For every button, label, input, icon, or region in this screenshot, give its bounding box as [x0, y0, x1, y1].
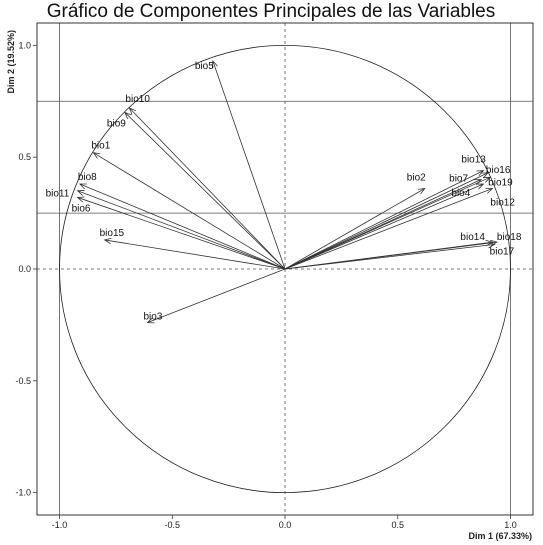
label-bio10: bio10 — [125, 94, 150, 105]
y-tick-label: -1.0 — [15, 488, 31, 498]
label-bio17: bio17 — [490, 246, 515, 257]
arrow-bio16 — [284, 172, 489, 270]
label-bio5: bio5 — [195, 61, 214, 72]
x-tick-label: 0.5 — [391, 520, 404, 530]
arrowhead-bio2 — [417, 187, 426, 195]
label-bio15: bio15 — [100, 228, 125, 239]
label-bio2: bio2 — [407, 172, 426, 183]
x-axis-label: Dim 1 (67.33%) — [468, 531, 532, 541]
label-bio18: bio18 — [497, 232, 522, 243]
arrowhead-bio16 — [480, 172, 489, 179]
x-tick-label: 0.0 — [279, 520, 292, 530]
arrow-bio19 — [284, 176, 491, 270]
arrow-bio5 — [212, 60, 286, 270]
arrow-bio17 — [284, 244, 495, 270]
y-axis-label: Dim 2 (19.52%) — [6, 30, 16, 94]
arrow-bio2 — [284, 188, 425, 270]
label-bio8: bio8 — [78, 172, 97, 183]
arrowhead-bio10 — [128, 107, 137, 115]
arrowhead-bio4 — [476, 183, 485, 190]
arrow-bio3 — [147, 268, 286, 324]
arrowhead-bio5 — [211, 60, 218, 69]
y-tick-label: 1.0 — [18, 40, 31, 50]
label-bio4: bio4 — [451, 188, 470, 199]
arrowhead-bio13 — [476, 170, 485, 177]
arrowhead-bio19 — [483, 176, 492, 183]
arrow-bio1 — [93, 152, 286, 270]
arrowhead-bio6 — [76, 196, 85, 203]
label-bio3: bio3 — [143, 312, 162, 323]
label-bio1: bio1 — [91, 141, 110, 152]
label-bio14: bio14 — [460, 232, 485, 243]
arrowhead-bio1 — [92, 152, 101, 159]
label-bio19: bio19 — [488, 177, 513, 188]
arrow-bio4 — [284, 183, 484, 270]
arrow-bio15 — [104, 239, 286, 270]
arrowhead-bio15 — [103, 237, 112, 244]
correlation-circle-layer — [59, 44, 511, 494]
label-bio13: bio13 — [461, 155, 486, 166]
label-bio16: bio16 — [486, 165, 511, 176]
arrowhead-bio17 — [487, 242, 496, 249]
label-bio11: bio11 — [46, 189, 70, 200]
plot-frame — [36, 22, 534, 516]
variable-arrows-layer — [76, 60, 498, 324]
x-tick-label: -1.0 — [52, 520, 68, 530]
label-bio12: bio12 — [490, 197, 515, 208]
x-tick-label: 1.0 — [504, 520, 517, 530]
arrowhead-bio9 — [124, 111, 132, 120]
arrowhead-bio8 — [78, 183, 87, 190]
tick-labels-layer: -1.0 -0.5 0.0 0.5 1.0 -1.0 -0.5 0.0 0.5 1.0 — [15, 40, 516, 530]
y-tick-label: 0.0 — [18, 264, 31, 274]
label-bio6: bio6 — [72, 203, 91, 214]
arrow-bio12 — [284, 188, 493, 270]
arrowhead-bio3 — [146, 317, 155, 324]
unit-correlation-circle — [59, 44, 511, 494]
chart-title: Gráfico de Componentes Principales de la… — [47, 1, 496, 22]
arrow-bio13 — [284, 170, 484, 270]
arrow-bio8 — [79, 183, 286, 270]
arrowhead-bio11 — [76, 190, 85, 196]
arrow-bio10 — [129, 107, 286, 270]
arrowhead-bio12 — [485, 187, 494, 194]
x-tick-label: -0.5 — [165, 520, 181, 530]
arrow-bio6 — [77, 197, 286, 270]
label-bio9: bio9 — [107, 118, 126, 129]
arrow-bio9 — [124, 112, 286, 270]
y-tick-label: -0.5 — [15, 376, 31, 386]
arrowhead-bio14 — [485, 239, 494, 247]
y-tick-label: 0.5 — [18, 152, 31, 162]
arrow-bio11 — [77, 190, 286, 270]
label-bio7: bio7 — [449, 174, 468, 185]
